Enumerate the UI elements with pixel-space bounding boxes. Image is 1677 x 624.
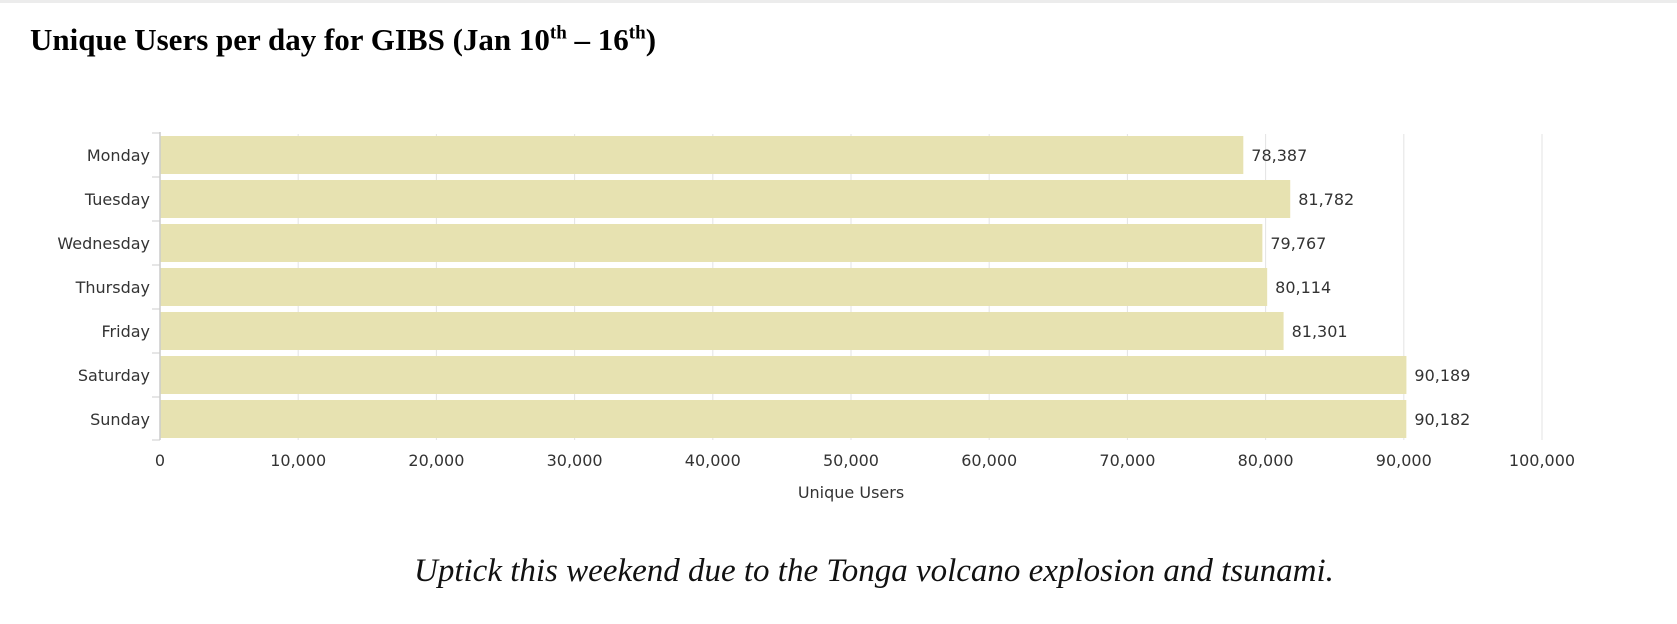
bar [160,356,1407,394]
data-label: 90,182 [1414,410,1470,429]
bar [160,180,1291,218]
data-label: 78,387 [1251,146,1307,165]
title-main: Unique Users per day for GIBS (Jan 10 [30,22,550,57]
bar [160,224,1263,262]
x-tick-label: 0 [155,451,165,470]
bar-chart: 78,387 Monday 81,782 Tuesday 79,767 Wednesday… [57,132,1575,502]
category-label: Thursday [75,278,150,297]
chart-caption: Uptick this weekend due to the Tonga vol… [414,553,1334,589]
data-label: 80,114 [1275,278,1331,297]
bar [160,312,1284,350]
bar [160,136,1244,174]
x-tick-label: 70,000 [1099,451,1155,470]
x-tick-label: 50,000 [823,451,879,470]
x-tick-label: 10,000 [270,451,326,470]
x-tick-label: 90,000 [1376,451,1432,470]
title-sup-2: th [628,22,646,44]
category-label: Wednesday [57,234,150,253]
category-label: Sunday [90,410,150,429]
data-label: 79,767 [1270,234,1326,253]
data-label: 90,189 [1414,366,1470,385]
category-label: Tuesday [84,190,150,209]
x-tick-label: 100,000 [1509,451,1575,470]
x-tick-label: 80,000 [1238,451,1294,470]
title-mid: – 16 [566,22,629,57]
title-end: ) [645,22,657,57]
top-rule [0,0,1677,3]
title-sup-1: th [549,22,567,44]
x-tick-label: 40,000 [685,451,741,470]
x-tick-label: 60,000 [961,451,1017,470]
bar [160,268,1268,306]
data-label: 81,301 [1292,322,1348,341]
category-label: Monday [87,146,150,165]
category-label: Friday [102,322,151,341]
x-axis-title: Unique Users [798,483,904,502]
x-tick-label: 30,000 [547,451,603,470]
bar [160,400,1407,438]
data-label: 81,782 [1298,190,1354,209]
x-tick-label: 20,000 [408,451,464,470]
slide-title: Unique Users per day for GIBS (Jan 10th … [30,22,656,58]
category-label: Saturday [78,366,150,385]
